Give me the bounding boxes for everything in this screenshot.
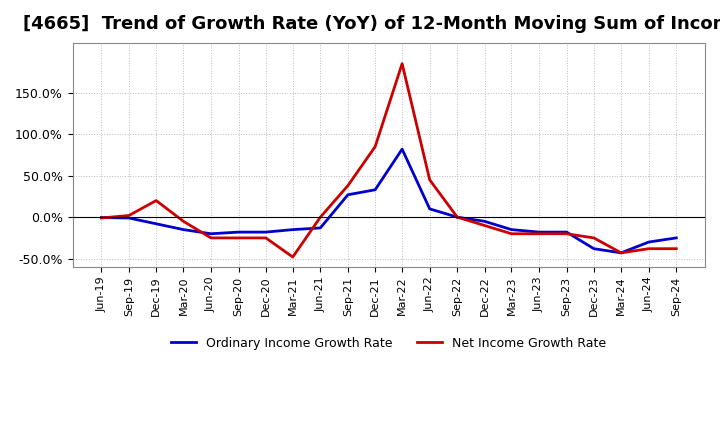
Title: [4665]  Trend of Growth Rate (YoY) of 12-Month Moving Sum of Incomes: [4665] Trend of Growth Rate (YoY) of 12-… bbox=[23, 15, 720, 33]
Legend: Ordinary Income Growth Rate, Net Income Growth Rate: Ordinary Income Growth Rate, Net Income … bbox=[166, 332, 611, 355]
Line: Ordinary Income Growth Rate: Ordinary Income Growth Rate bbox=[102, 149, 676, 253]
Line: Net Income Growth Rate: Net Income Growth Rate bbox=[102, 64, 676, 257]
